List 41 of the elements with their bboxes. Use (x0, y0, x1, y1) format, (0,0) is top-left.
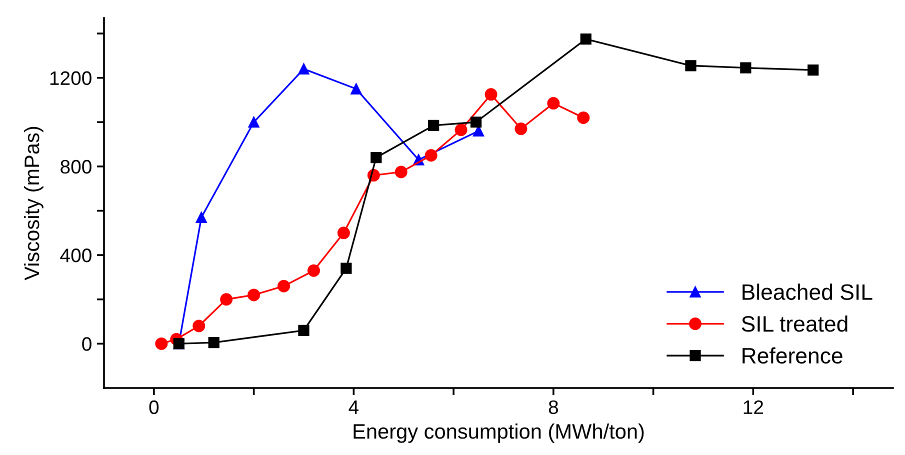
y-tick-label: 0 (82, 337, 92, 351)
point (394, 166, 408, 178)
y-tick-label: 800 (60, 160, 92, 174)
point (340, 262, 352, 274)
point (424, 149, 438, 162)
y-axis-title: Viscosity (mPas) (24, 126, 44, 280)
x-tick-label: 8 (548, 400, 558, 414)
point (454, 124, 468, 136)
point (208, 337, 220, 348)
point (577, 111, 590, 124)
point (196, 212, 207, 223)
point (470, 116, 482, 128)
point (337, 226, 350, 240)
point (298, 63, 310, 75)
legend-label: SIL treated (742, 315, 848, 332)
x-axis-title: Energy consumption (MWh/ton) (354, 423, 644, 443)
point (350, 83, 362, 94)
legend-label: Reference (742, 347, 842, 364)
point (808, 64, 819, 76)
point (580, 33, 592, 45)
point (278, 280, 290, 292)
point (484, 88, 498, 101)
x-tick-label: 0 (149, 400, 159, 414)
point (740, 62, 752, 74)
point (547, 97, 560, 110)
y-tick-label: 400 (60, 248, 92, 262)
point (298, 324, 310, 336)
point (192, 320, 206, 332)
x-tick-label: 12 (744, 400, 764, 414)
point (220, 293, 233, 306)
point (685, 60, 696, 72)
point (155, 337, 168, 350)
point (370, 152, 382, 164)
point (248, 116, 260, 128)
x-tick-label: 4 (348, 400, 359, 414)
legend-label: Bleached SIL (742, 284, 872, 300)
point (248, 288, 260, 302)
point (307, 264, 320, 277)
point (514, 122, 528, 136)
point (428, 120, 440, 132)
y-tick-label: 1200 (50, 71, 92, 86)
